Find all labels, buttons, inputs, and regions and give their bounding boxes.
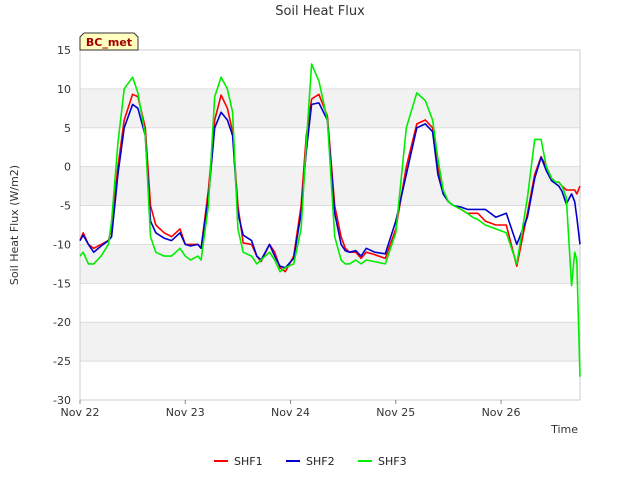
y-tick-label: 10 <box>57 83 71 96</box>
background-band <box>80 322 580 362</box>
plot-area-border <box>79 49 581 401</box>
y-tick-label: -5 <box>60 200 71 213</box>
y-tick-label: -25 <box>53 355 71 368</box>
y-tick-label: 0 <box>64 161 71 174</box>
site-badge-box <box>79 32 139 51</box>
legend-label-shf1: SHF1 <box>234 455 263 468</box>
y-tick-label: -30 <box>53 394 71 407</box>
site-badge: BC_met <box>79 32 139 51</box>
legend-label-shf3: SHF3 <box>378 455 407 468</box>
y-tick-label: -15 <box>53 277 71 290</box>
y-tick-label: 5 <box>64 122 71 135</box>
background-band <box>80 361 580 400</box>
background-band <box>80 50 580 89</box>
background-band <box>80 88 580 128</box>
series-lines <box>79 63 581 377</box>
background-band <box>80 283 580 323</box>
x-tick-label: Nov 22 <box>61 406 100 419</box>
y-axis-label: Soil Heat Flux (W/m2) <box>8 165 21 285</box>
y-tick-label: -10 <box>53 238 71 251</box>
x-axis-ticks: Nov 22 Nov 23 Nov 24 Nov 25 Nov 26 <box>61 400 521 419</box>
series-line-shf2 <box>79 102 581 269</box>
y-tick-label: -20 <box>53 316 71 329</box>
x-tick-label: Nov 23 <box>166 406 205 419</box>
y-tick-label: 15 <box>57 44 71 57</box>
legend-label-shf2: SHF2 <box>306 455 335 468</box>
site-badge-label: BC_met <box>86 36 132 49</box>
background-band <box>80 244 580 284</box>
x-axis-label: Time <box>550 423 578 436</box>
x-tick-label: Nov 26 <box>482 406 521 419</box>
x-tick-label: Nov 24 <box>271 406 310 419</box>
plot-background-bands <box>80 50 580 400</box>
series-line-shf3 <box>79 63 581 377</box>
y-axis-ticks: 15 10 5 0 -5 -10 -15 -20 -25 -30 <box>53 44 71 407</box>
legend: SHF1 SHF2 SHF3 <box>214 455 407 468</box>
x-tick-label: Nov 25 <box>376 406 415 419</box>
chart-title: Soil Heat Flux <box>275 4 365 19</box>
